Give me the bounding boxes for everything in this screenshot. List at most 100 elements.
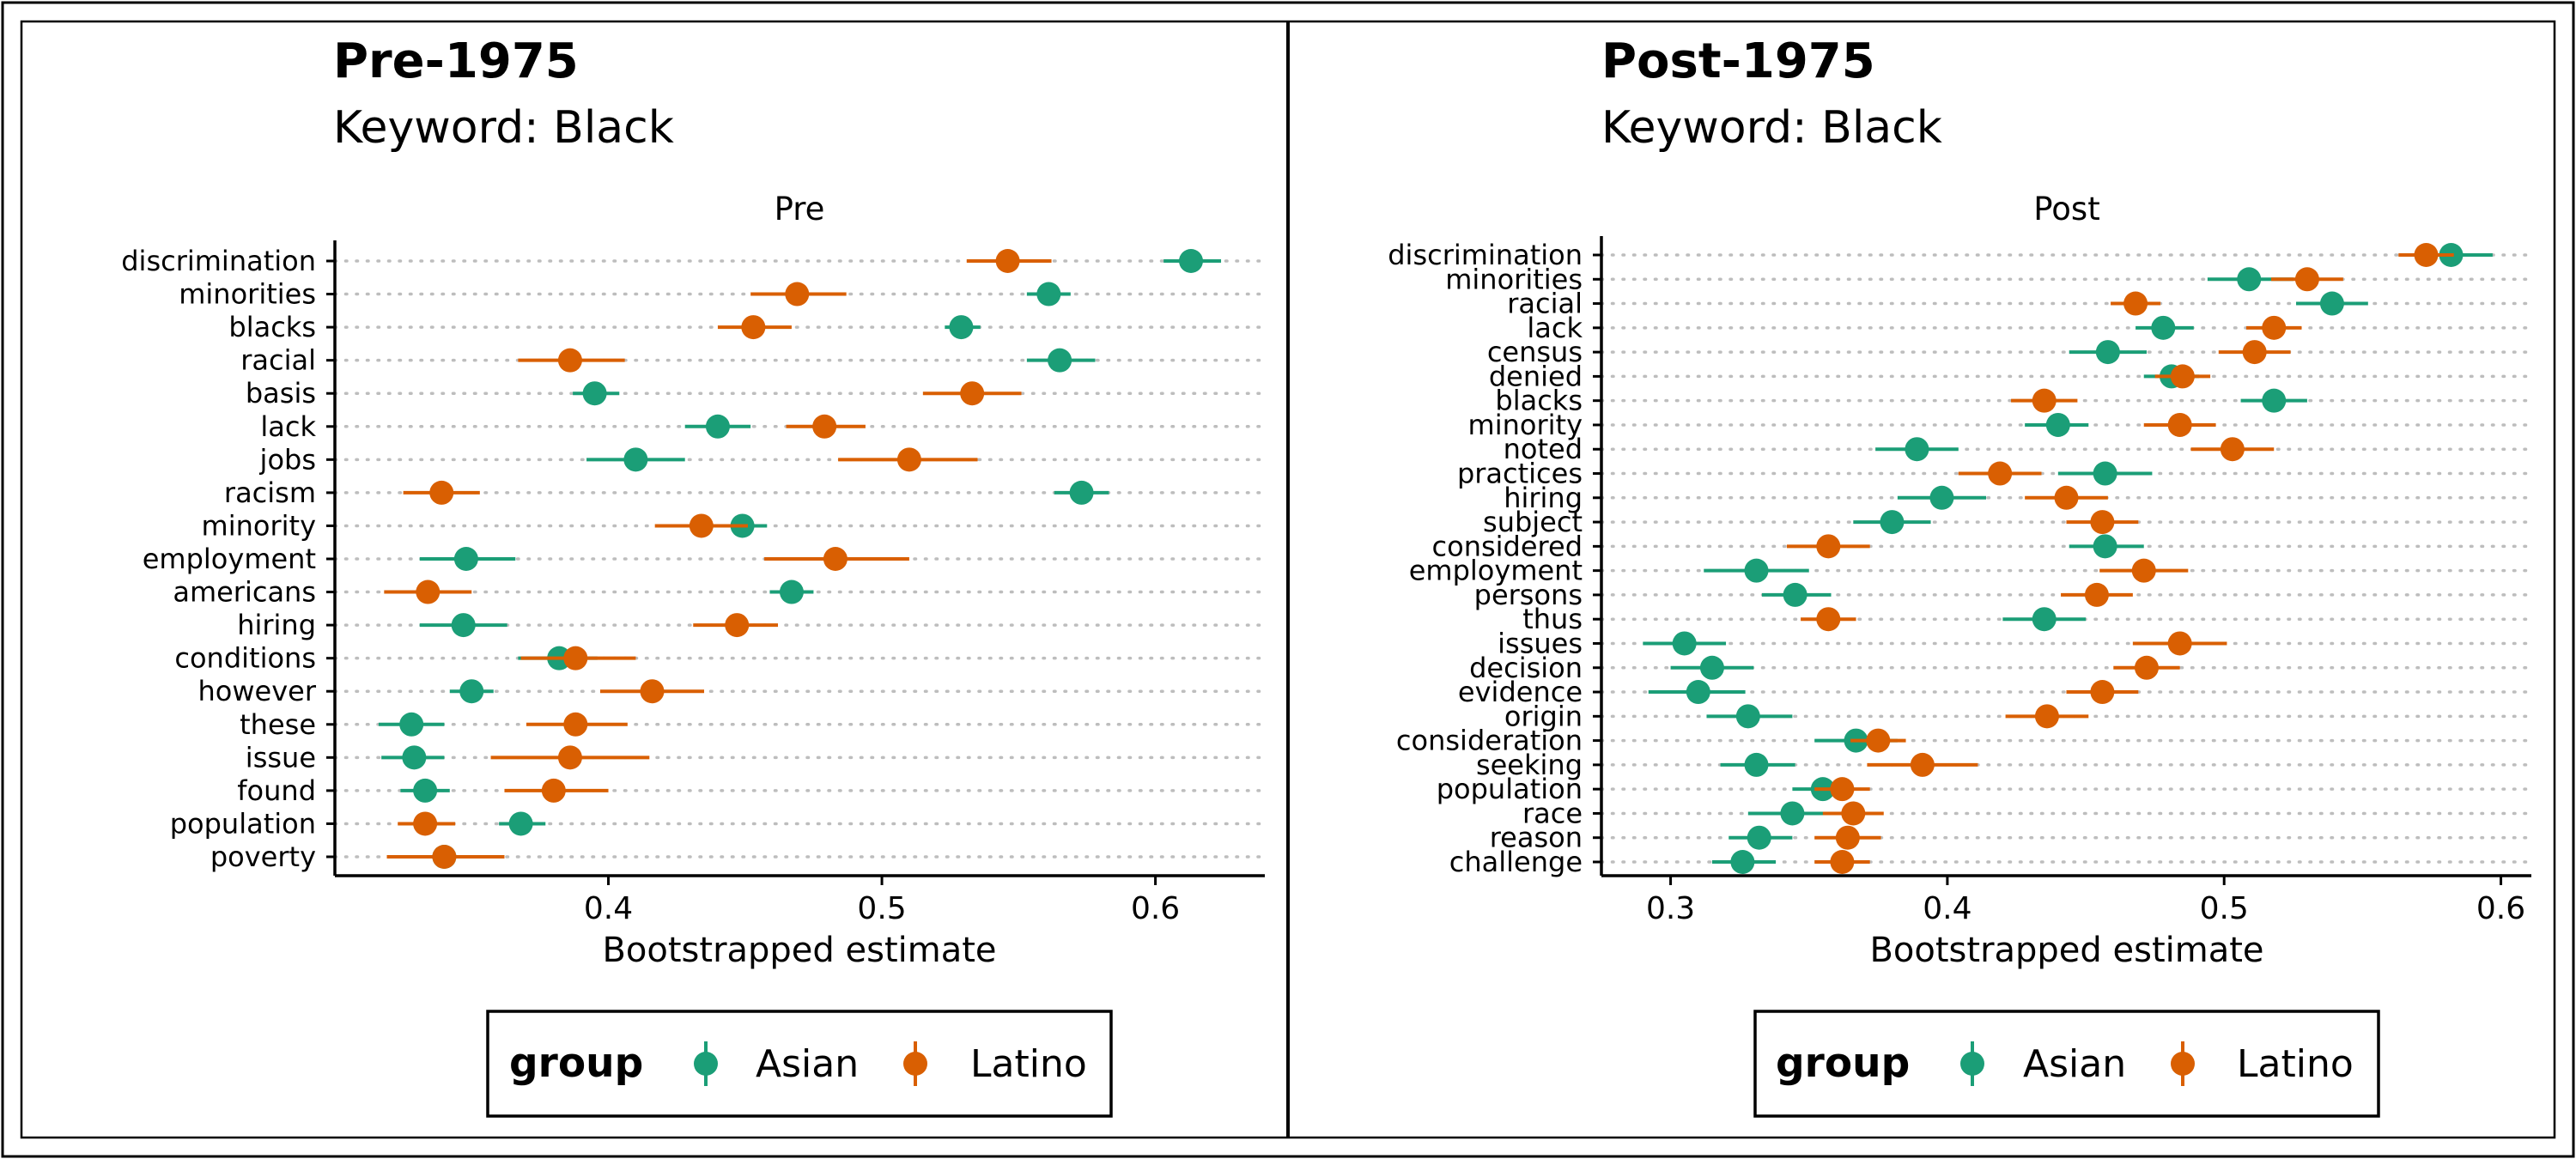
point-latino bbox=[725, 613, 750, 638]
point-latino bbox=[1866, 728, 1891, 753]
y-tick-label: americans bbox=[173, 576, 316, 609]
y-tick-label: challenge bbox=[1449, 846, 1583, 878]
facet-strip-label: Post bbox=[2033, 191, 2099, 228]
y-tick-label: census bbox=[1487, 336, 1583, 368]
point-asian bbox=[1747, 825, 1771, 850]
legend-label-latino: Latino bbox=[970, 1042, 1087, 1086]
point-latino bbox=[2084, 582, 2109, 607]
y-tick-label: decision bbox=[1469, 652, 1583, 684]
point-latino bbox=[2262, 315, 2287, 340]
y-tick-label: evidence bbox=[1458, 676, 1583, 708]
point-asian bbox=[1735, 704, 1760, 729]
point-latino bbox=[995, 249, 1020, 273]
point-asian bbox=[2151, 315, 2176, 340]
point-latino bbox=[1830, 850, 1855, 874]
panel-subtitle: Keyword: Black bbox=[1601, 102, 1942, 154]
y-tick-label: hiring bbox=[1504, 482, 1583, 514]
point-latino bbox=[1830, 777, 1855, 802]
point-asian bbox=[451, 613, 476, 638]
y-tick-label: minority bbox=[202, 509, 316, 542]
y-tick-label: thus bbox=[1522, 603, 1583, 635]
point-asian bbox=[1744, 752, 1769, 777]
panel-pre-1975: Pre-1975 Keyword: Black Pre discriminati… bbox=[121, 33, 1267, 1118]
y-tick-label: blacks bbox=[1495, 385, 1583, 417]
y-tick-label: minorities bbox=[179, 278, 316, 311]
point-latino bbox=[689, 513, 714, 538]
legend-title: group bbox=[509, 1040, 643, 1087]
point-asian bbox=[1699, 655, 1724, 680]
point-asian bbox=[2095, 340, 2120, 365]
point-asian bbox=[508, 811, 533, 836]
x-tick-label: 0.5 bbox=[857, 891, 906, 926]
y-tick-label: considered bbox=[1432, 530, 1583, 562]
point-asian bbox=[1744, 558, 1769, 583]
y-tick-label: racial bbox=[240, 344, 316, 377]
point-asian bbox=[1730, 850, 1755, 874]
point-latino bbox=[2090, 510, 2115, 535]
point-latino bbox=[1910, 752, 1935, 777]
y-tick-label: however bbox=[198, 675, 317, 707]
y-tick-label: conditions bbox=[174, 642, 316, 675]
x-tick-label: 0.6 bbox=[1131, 891, 1180, 926]
point-latino bbox=[2054, 485, 2079, 510]
legend-title: group bbox=[1776, 1040, 1910, 1087]
y-tick-label: noted bbox=[1504, 433, 1583, 465]
legend: group Asian Latino bbox=[486, 1010, 1113, 1118]
point-asian bbox=[623, 447, 648, 472]
point-latino bbox=[432, 845, 457, 869]
point-latino bbox=[1816, 534, 1841, 559]
point-asian bbox=[1069, 480, 1094, 505]
y-tick-label: lack bbox=[1527, 312, 1583, 344]
legend: group Asian Latino bbox=[1753, 1010, 2380, 1118]
point-asian bbox=[402, 745, 427, 770]
panel-post-1975: Post-1975 Keyword: Black Post discrimina… bbox=[1388, 33, 2533, 1118]
legend-box bbox=[1753, 1010, 2380, 1118]
point-latino bbox=[413, 811, 438, 836]
y-tick-label: origin bbox=[1504, 700, 1583, 732]
point-asian bbox=[1686, 680, 1710, 705]
y-tick-label: subject bbox=[1483, 506, 1583, 538]
y-tick-label: employment bbox=[1409, 555, 1583, 587]
point-latino bbox=[2034, 704, 2059, 729]
y-tick-label: seeking bbox=[1476, 749, 1583, 781]
y-tick-label: consideration bbox=[1396, 725, 1583, 757]
point-asian bbox=[582, 381, 607, 406]
y-tick-label: persons bbox=[1474, 579, 1583, 611]
legend-key-latino bbox=[2171, 1041, 2195, 1086]
point-latino bbox=[1835, 825, 1860, 850]
plot-area: discriminationminoritiesraciallackcensus… bbox=[1388, 236, 2533, 926]
point-asian bbox=[1929, 485, 1954, 510]
point-latino bbox=[741, 315, 766, 340]
panel-subtitle: Keyword: Black bbox=[333, 102, 674, 154]
point-asian bbox=[413, 778, 438, 803]
point-latino bbox=[2170, 364, 2195, 389]
point-latino bbox=[2090, 680, 2115, 705]
y-tick-label: population bbox=[1437, 773, 1583, 805]
point-asian bbox=[2319, 291, 2344, 316]
legend-key-latino bbox=[903, 1041, 927, 1086]
x-axis-label: Bootstrapped estimate bbox=[602, 931, 996, 970]
point-latino bbox=[2167, 631, 2192, 656]
point-latino bbox=[557, 348, 582, 373]
point-latino bbox=[640, 679, 665, 704]
y-tick-label: discrimination bbox=[121, 245, 316, 277]
y-tick-label: racism bbox=[224, 476, 316, 509]
x-tick-label: 0.4 bbox=[584, 891, 633, 926]
point-asian bbox=[1048, 348, 1072, 373]
point-asian bbox=[1880, 510, 1905, 535]
y-tick-label: basis bbox=[246, 377, 316, 410]
point-latino bbox=[541, 778, 566, 803]
y-tick-label: race bbox=[1522, 797, 1583, 829]
point-asian bbox=[399, 712, 424, 737]
point-asian bbox=[2093, 534, 2117, 559]
y-tick-label: these bbox=[240, 708, 316, 741]
point-latino bbox=[563, 712, 588, 737]
y-tick-label: jobs bbox=[259, 443, 316, 476]
x-tick-label: 0.3 bbox=[1646, 891, 1695, 926]
legend-key-asian bbox=[1960, 1041, 1984, 1086]
point-latino bbox=[812, 414, 837, 439]
point-latino bbox=[2134, 655, 2159, 680]
point-asian bbox=[1672, 631, 1697, 656]
point-latino bbox=[429, 480, 454, 505]
